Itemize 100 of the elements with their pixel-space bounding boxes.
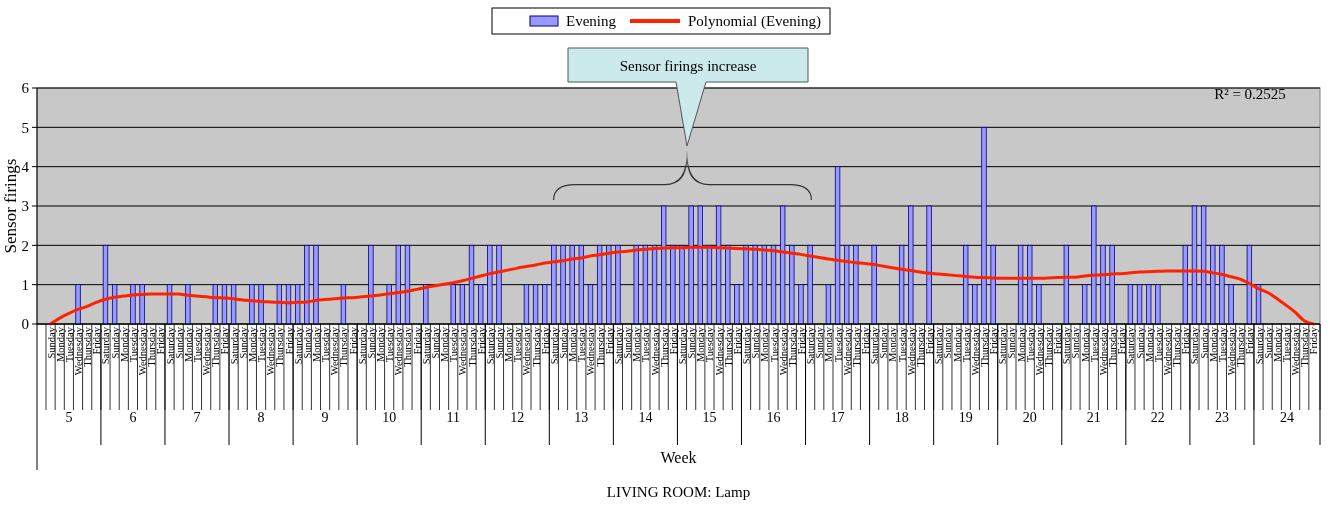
x-tick-label: Thursday (82, 326, 94, 367)
legend-label: Evening (566, 13, 617, 29)
bar (212, 284, 218, 325)
x-tick-label: Saturday (933, 326, 945, 365)
y-tick-label: 0 (21, 316, 29, 333)
x-tick-label: Monday (887, 326, 899, 362)
x-tick-label: Friday (988, 326, 1000, 355)
bar (990, 244, 996, 325)
bar (734, 284, 740, 325)
bar (1109, 244, 1115, 325)
text: 6 (129, 410, 137, 425)
bar (1100, 244, 1106, 325)
x-tick-label: Tuesday (256, 326, 268, 363)
x-tick-label: Tuesday (320, 326, 332, 363)
bar (130, 284, 136, 325)
bar (853, 244, 859, 325)
x-tick-label: Thursday (1235, 326, 1247, 367)
text: 20 (1022, 410, 1037, 425)
text: 5 (65, 410, 73, 425)
x-tick-label: Saturday (741, 326, 753, 365)
bar (807, 244, 813, 325)
bar (459, 284, 466, 325)
bar (688, 205, 694, 325)
x-tick-label: Monday (823, 326, 835, 362)
bar (1146, 284, 1152, 325)
bar (313, 244, 319, 325)
x-tick-label: Monday (503, 326, 515, 362)
x-tick-label: Friday (283, 326, 295, 355)
bar (615, 244, 621, 325)
bar (395, 244, 401, 325)
text: 11 (446, 410, 460, 425)
bar (715, 205, 722, 325)
x-tick-label: Thursday (338, 326, 350, 367)
bar (661, 205, 667, 325)
x-tick-label: Monday (759, 326, 771, 362)
x-tick-label: Monday (631, 326, 643, 362)
x-tick-label: Wednesday (393, 326, 405, 376)
y-tick-label: 4 (21, 158, 30, 175)
x-tick-label: Friday (860, 326, 872, 355)
x-tick-label: Wednesday (137, 326, 149, 376)
x-tick-label: Monday (375, 326, 387, 362)
bar (1063, 244, 1070, 325)
x-tick-label: Monday (567, 326, 579, 362)
x-tick-label: Thursday (1107, 326, 1119, 367)
x-tick-label: Saturday (677, 326, 688, 365)
x-tick-label: Monday (695, 326, 707, 362)
x-tick-label: Wednesday (1162, 326, 1174, 376)
text: Sensor firings increase (619, 58, 757, 74)
bar (276, 284, 283, 325)
y-axis-title: Sensor firings (1, 158, 20, 254)
x-tick-label: Thursday (274, 326, 286, 367)
text: 24 (1279, 410, 1294, 425)
bar (249, 284, 255, 325)
x-tick-label: Tuesday (576, 326, 588, 363)
x-tick-label: Saturday (805, 326, 817, 365)
x-tick-label: Wednesday (201, 326, 213, 376)
x-tick-label: Friday (1308, 326, 1320, 355)
x-tick-label: Sunday (558, 326, 570, 359)
x-tick-label: Sunday (814, 326, 826, 359)
bar (963, 244, 969, 325)
bar (697, 205, 703, 325)
bar (1219, 244, 1225, 325)
bar (532, 284, 539, 325)
x-tick-label: Thursday (210, 326, 222, 367)
x-tick-label: Tuesday (448, 326, 460, 363)
x-tick-label: Sunday (750, 326, 762, 359)
text: 19 (958, 410, 973, 425)
x-tick-label: Tuesday (704, 326, 716, 363)
bar (1127, 284, 1134, 325)
y-tick-label: 2 (21, 237, 29, 254)
x-tick-label: Friday (924, 326, 936, 355)
text: 23 (1214, 410, 1229, 425)
bar (798, 284, 804, 325)
bar (670, 244, 676, 325)
bar (1091, 205, 1097, 325)
bar (450, 284, 456, 325)
bar (560, 244, 566, 325)
bar (926, 205, 932, 325)
bar (908, 205, 914, 325)
bar (569, 244, 575, 325)
x-tick-label: Wednesday (329, 326, 341, 376)
x-tick-label: Sunday (878, 326, 890, 359)
bar (523, 284, 530, 325)
x-tick-label: Thursday (146, 326, 158, 367)
bar (294, 284, 301, 325)
text: 7 (193, 410, 201, 425)
bar (587, 284, 594, 325)
x-tick-label: Wednesday (1290, 326, 1302, 376)
x-axis-title: Week (660, 449, 697, 466)
bar (679, 244, 685, 325)
bar (578, 244, 585, 325)
bar (1081, 284, 1088, 325)
bar (642, 244, 649, 325)
x-tick-label: Sunday (686, 326, 698, 359)
bar (75, 284, 81, 325)
bar (633, 244, 639, 325)
bar (551, 244, 557, 325)
bar (386, 284, 392, 325)
bar (972, 284, 978, 325)
text: 14 (638, 410, 653, 425)
